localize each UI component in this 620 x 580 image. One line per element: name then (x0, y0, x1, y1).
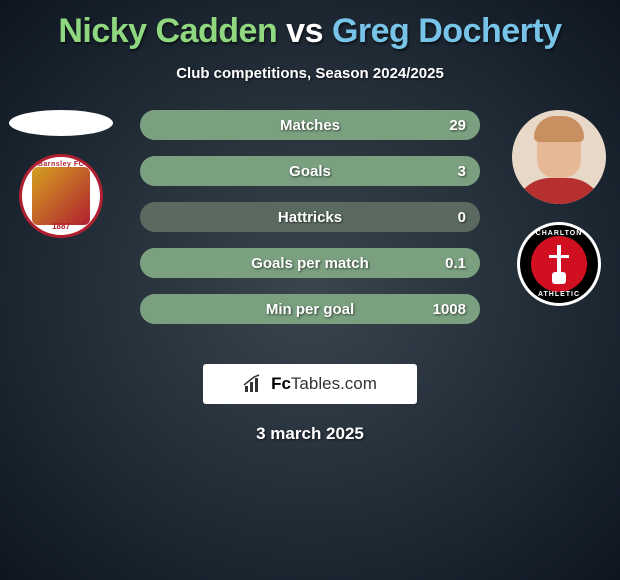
right-column: CHARLTON ATHLETIC (504, 110, 614, 306)
club-badge-charlton: CHARLTON ATHLETIC (517, 222, 601, 306)
player2-avatar (512, 110, 606, 204)
avatar-hair-icon (534, 116, 584, 142)
left-column: Barnsley FC 1887 (6, 110, 116, 238)
stat-label: Min per goal (266, 301, 354, 318)
charlton-name-bot: ATHLETIC (520, 291, 598, 298)
stat-label: Goals per match (251, 255, 369, 272)
charlton-hand-icon (552, 272, 566, 284)
stat-bar-min-per-goal: Min per goal 1008 (140, 294, 480, 324)
stat-value: 0.1 (445, 255, 466, 272)
logo-text: FcTables.com (271, 374, 377, 394)
barnsley-crest-icon (32, 167, 90, 225)
barnsley-year: 1887 (22, 222, 100, 231)
stat-value: 3 (458, 163, 466, 180)
fctables-logo: FcTables.com (203, 364, 417, 404)
charlton-inner-icon (531, 236, 587, 292)
stat-label: Hattricks (278, 209, 342, 226)
stat-bar-matches: Matches 29 (140, 110, 480, 140)
bar-chart-icon (243, 374, 265, 394)
stat-label: Goals (289, 163, 331, 180)
stat-bars: Matches 29 Goals 3 Hattricks 0 Goals per… (140, 110, 480, 324)
stat-label: Matches (280, 117, 340, 134)
stat-bar-goals-per-match: Goals per match 0.1 (140, 248, 480, 278)
vs-text: vs (286, 12, 323, 50)
player2-name: Greg Docherty (332, 12, 562, 50)
club-badge-barnsley: Barnsley FC 1887 (19, 154, 103, 238)
stat-value: 1008 (433, 301, 466, 318)
stat-value: 0 (458, 209, 466, 226)
player1-avatar-placeholder (9, 110, 113, 136)
stat-value: 29 (449, 117, 466, 134)
avatar-shoulders-icon (514, 178, 604, 204)
subtitle: Club competitions, Season 2024/2025 (0, 65, 620, 82)
stat-bar-goals: Goals 3 (140, 156, 480, 186)
comparison-title: Nicky Cadden vs Greg Docherty (0, 0, 620, 51)
main-area: Barnsley FC 1887 CHARLTON ATHLETIC Match… (0, 110, 620, 340)
stat-bar-hattricks: Hattricks 0 (140, 202, 480, 232)
player1-name: Nicky Cadden (58, 12, 277, 50)
date-text: 3 march 2025 (0, 424, 620, 444)
